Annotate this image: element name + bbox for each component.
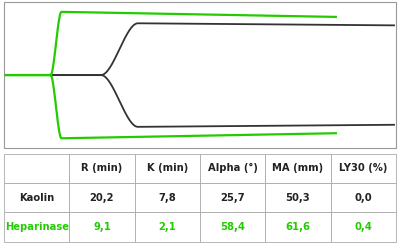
Bar <box>4 2 396 148</box>
